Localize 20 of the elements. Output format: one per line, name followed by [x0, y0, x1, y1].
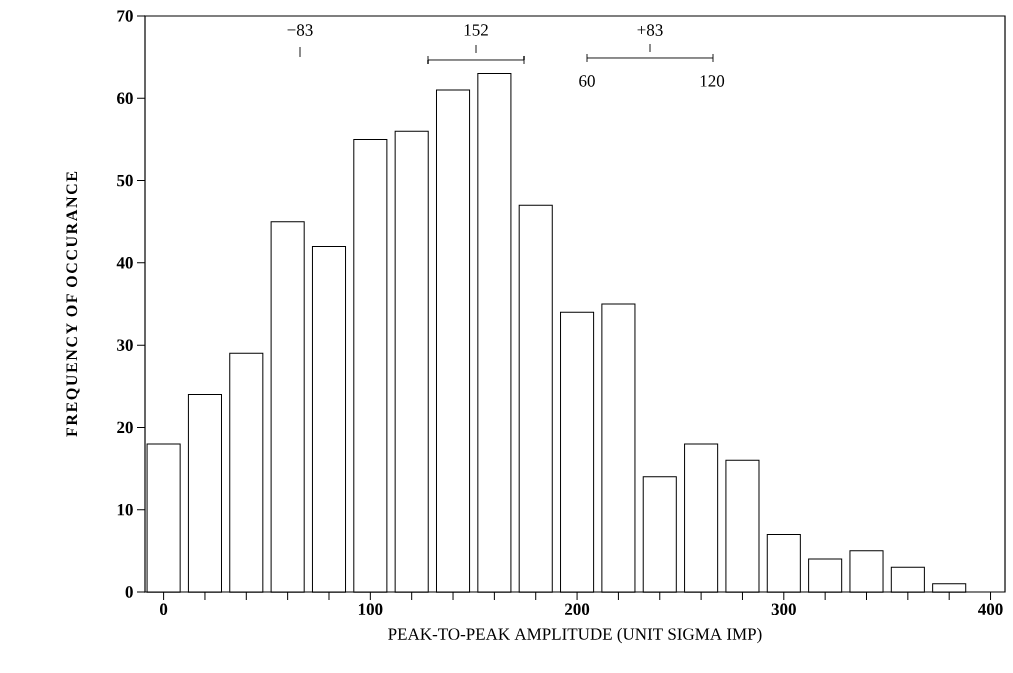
x-tick-label: 0 [160, 603, 168, 616]
x-axis-title: PEAK-TO-PEAK AMPLITUDE (UNIT SIGMA IMP) [388, 627, 762, 644]
y-tick-label: 10 [117, 503, 133, 516]
annotation: −83 [287, 24, 313, 36]
annotation: 60 [579, 75, 595, 87]
y-tick-label: 50 [117, 174, 133, 187]
x-tick-label: 400 [978, 603, 1003, 616]
y-tick-label: 20 [117, 421, 133, 434]
annotation: +83 [637, 24, 663, 36]
y-axis-title: FREQUENCY OF OCCURANCE [66, 171, 80, 437]
x-tick-label: 300 [771, 603, 796, 616]
y-tick-label: 40 [116, 257, 133, 269]
annotation: 152 [464, 24, 488, 36]
y-tick-label: 60 [117, 92, 133, 105]
annotation: 120 [700, 75, 725, 87]
y-tick-label: 70 [117, 10, 133, 22]
y-tick-label: 0 [125, 586, 133, 598]
x-tick-label: 200 [565, 603, 590, 616]
x-tick-label: 100 [358, 603, 383, 616]
y-tick-label: 30 [117, 339, 133, 351]
